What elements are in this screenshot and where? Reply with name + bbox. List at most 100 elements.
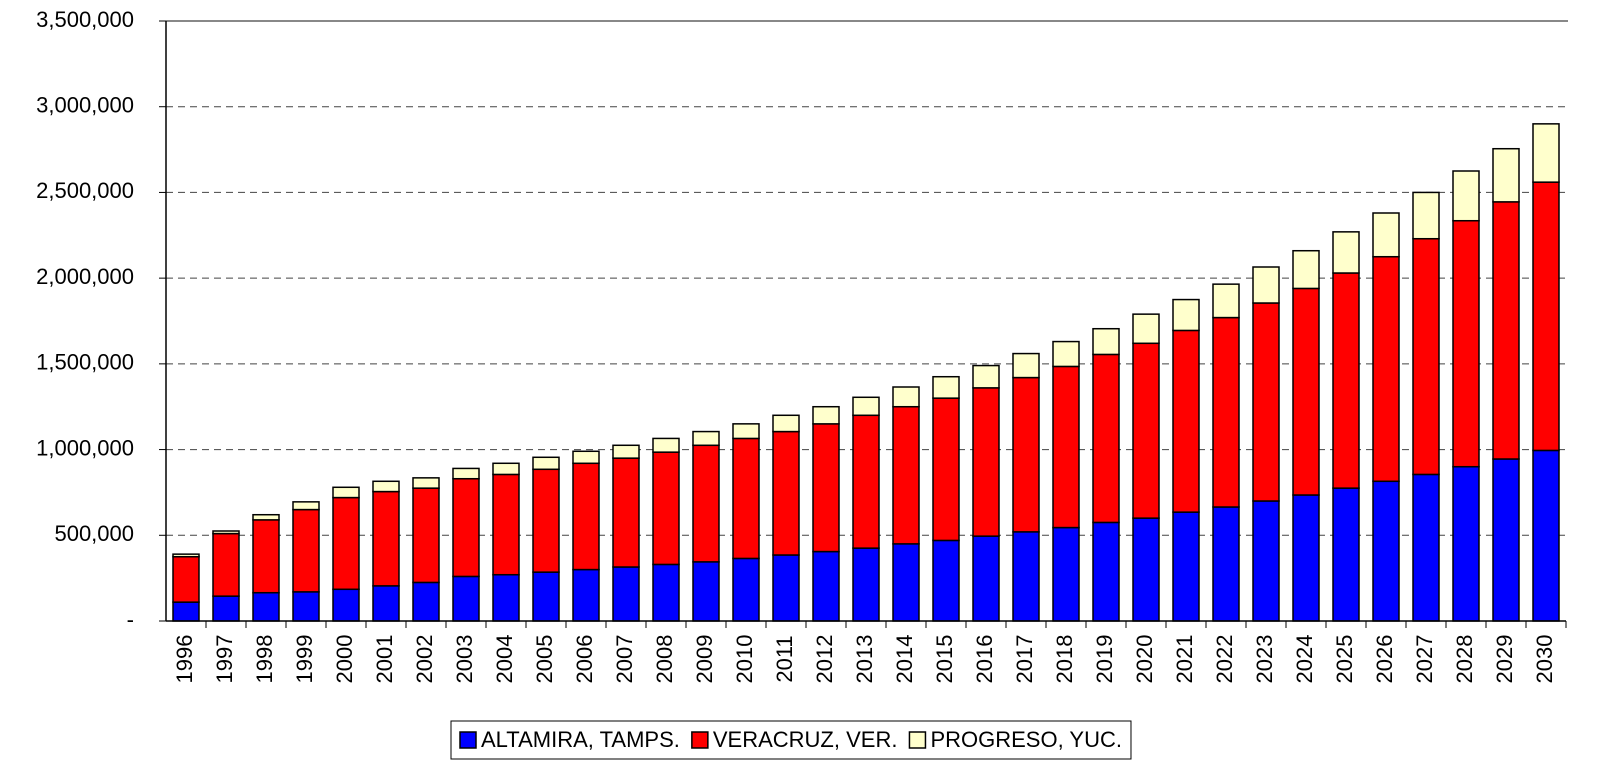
bar-segment [892,405,920,545]
bar-segment [852,396,880,417]
x-tick-label: 1998 [252,635,277,684]
x-tick-label: 1997 [212,635,237,684]
bar-segment [172,555,200,603]
bar-segment [1332,231,1360,274]
x-tick-label: 2001 [372,635,397,684]
x-tick-label: 2019 [1092,635,1117,684]
x-tick-label: 2026 [1372,635,1397,684]
bar-segment [1452,170,1480,222]
bar-segment [692,444,720,563]
bar-segment [412,487,440,584]
bar-segment [812,550,840,622]
bar-segment [1492,201,1520,460]
x-tick-label: 2004 [492,635,517,684]
bar-segment [972,387,1000,537]
x-tick-label: 2003 [452,635,477,684]
legend-box [450,720,1132,760]
bar-segment [692,430,720,447]
bar-segment [292,501,320,511]
bar-segment [332,496,360,591]
bar-segment [1332,487,1360,622]
y-tick-label: - [127,607,134,632]
x-tick-label: 2002 [412,635,437,684]
bar-segment [1372,480,1400,622]
x-tick-label: 2027 [1412,635,1437,684]
bar-segment [292,591,320,622]
bar-segment [1012,531,1040,622]
x-tick-label: 2017 [1012,635,1037,684]
bar-segment [1172,329,1200,513]
bar-segment [652,437,680,453]
legend-label: ALTAMIRA, TAMPS. [481,727,680,752]
bar-segment [1052,526,1080,622]
bar-segment [1532,123,1560,183]
y-tick-label: 1,500,000 [36,350,134,375]
bar-segment [1132,313,1160,345]
bar-segment [1292,494,1320,622]
bar-segment [172,553,200,558]
bar-segment [772,414,800,433]
bar-segment [1372,212,1400,258]
y-tick-label: 3,000,000 [36,93,134,118]
bar-segment [212,595,240,622]
y-tick-label: 2,000,000 [36,264,134,289]
bar-segment [412,581,440,622]
bar-segment [1332,272,1360,489]
bar-segment [772,430,800,556]
bar-segment [652,563,680,622]
y-tick-label: 3,500,000 [36,7,134,32]
bar-segment [1372,255,1400,483]
x-tick-label: 1996 [172,635,197,684]
x-tick-label: 2025 [1332,635,1357,684]
x-tick-label: 2029 [1492,635,1517,684]
bar-segment [532,468,560,573]
bar-segment [572,568,600,622]
bar-segment [1052,365,1080,529]
x-tick-label: 2006 [572,635,597,684]
x-tick-label: 2009 [692,635,717,684]
bar-segment [252,519,280,594]
bar-segment [372,480,400,493]
bar-segment [452,575,480,622]
x-tick-label: 2015 [932,635,957,684]
bar-segment [1412,237,1440,476]
bar-segment [172,601,200,622]
x-tick-label: 2021 [1172,635,1197,684]
bar-segment [932,539,960,622]
x-tick-label: 2005 [532,635,557,684]
bar-segment [1292,287,1320,496]
bar-segment [1172,298,1200,332]
bar-segment [1532,181,1560,452]
bar-segment [1252,266,1280,304]
bar-segment [1132,517,1160,622]
bar-segment [1052,340,1080,368]
x-tick-label: 2000 [332,635,357,684]
bar-segment [1012,352,1040,379]
bar-segment [1292,249,1320,290]
bar-segment [1212,316,1240,508]
bar-segment [892,543,920,622]
legend-swatch [459,731,477,749]
bar-segment [452,467,480,480]
x-tick-label: 2018 [1052,635,1077,684]
bar-segment [412,477,440,489]
bar-segment [572,462,600,571]
bar-segment [1012,376,1040,533]
x-tick-label: 2014 [892,635,917,684]
bar-segment [1412,191,1440,240]
x-tick-label: 2020 [1132,635,1157,684]
bar-segment [252,513,280,521]
x-tick-label: 2008 [652,635,677,684]
bar-segment [932,397,960,542]
bar-segment [652,451,680,566]
x-tick-label: 2016 [972,635,997,684]
bar-segment [1492,147,1520,203]
bar-segment [852,414,880,549]
bar-segment [932,375,960,399]
bar-segment [1212,283,1240,319]
bar-segment [1452,219,1480,468]
bar-segment [572,450,600,465]
bar-segment [492,573,520,622]
bar-segment [1412,473,1440,622]
bar-segment [532,571,560,622]
